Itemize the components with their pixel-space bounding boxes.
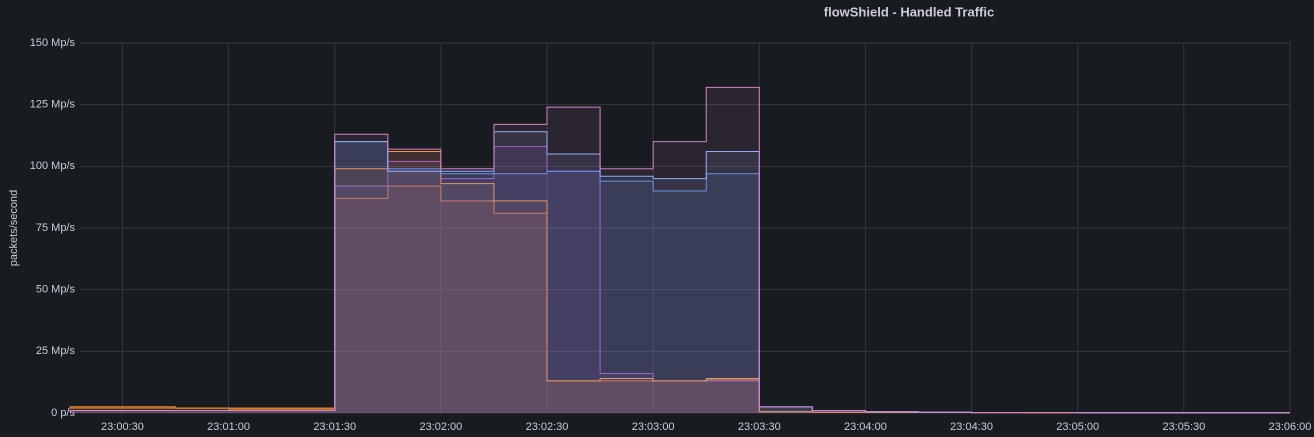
x-tick-label: 23:01:00 bbox=[207, 421, 250, 433]
x-tick-label: 23:05:00 bbox=[1056, 421, 1099, 433]
x-tick-label: 23:04:30 bbox=[950, 421, 993, 433]
y-tick-label: 75 Mp/s bbox=[36, 222, 76, 234]
x-tick-label: 23:05:30 bbox=[1162, 421, 1205, 433]
series-area bbox=[69, 87, 1290, 414]
series-area bbox=[69, 146, 1290, 413]
y-tick-label: 50 Mp/s bbox=[36, 284, 76, 296]
x-tick-label: 23:06:00 bbox=[1269, 421, 1312, 433]
x-tick-label: 23:03:30 bbox=[738, 421, 781, 433]
y-tick-label: 150 Mp/s bbox=[30, 37, 76, 49]
x-tick-label: 23:02:30 bbox=[526, 421, 569, 433]
x-tick-label: 23:01:30 bbox=[313, 421, 356, 433]
series-area bbox=[69, 151, 1290, 414]
chart-title: flowShield - Handled Traffic bbox=[824, 4, 994, 19]
series-area bbox=[69, 131, 1290, 414]
y-tick-label: 0 p/s bbox=[51, 407, 75, 419]
series-area bbox=[69, 141, 1290, 413]
series-area bbox=[69, 186, 1290, 413]
y-tick-label: 125 Mp/s bbox=[30, 99, 76, 111]
x-tick-label: 23:02:00 bbox=[419, 421, 462, 433]
x-tick-label: 23:03:00 bbox=[632, 421, 675, 433]
x-tick-label: 23:04:00 bbox=[844, 421, 887, 433]
y-tick-label: 100 Mp/s bbox=[30, 160, 76, 172]
y-tick-label: 25 Mp/s bbox=[36, 345, 76, 357]
x-tick-label: 23:00:30 bbox=[101, 421, 144, 433]
y-axis-label: packets/second bbox=[8, 190, 20, 266]
series-line bbox=[69, 86, 1290, 414]
